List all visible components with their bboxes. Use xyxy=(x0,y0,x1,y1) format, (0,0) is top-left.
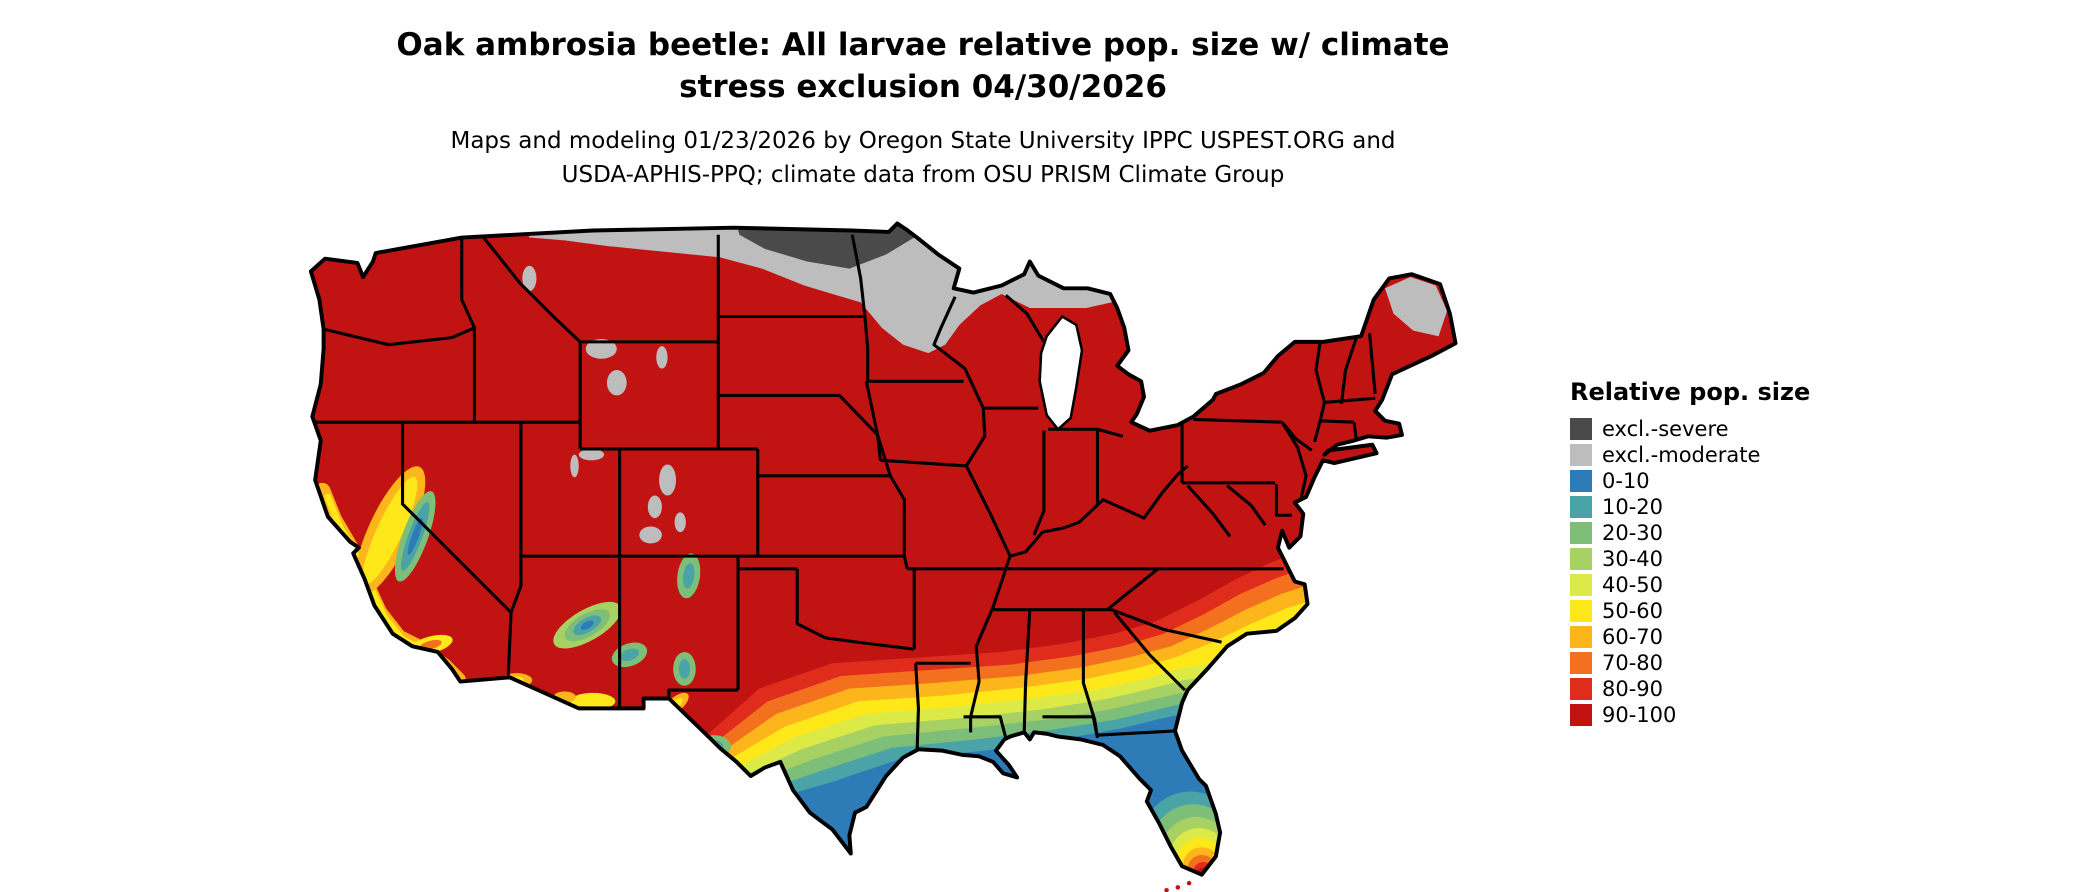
state-borders xyxy=(310,233,1377,753)
patch xyxy=(674,512,686,533)
legend-item: 10-20 xyxy=(1570,496,1810,518)
legend-swatch xyxy=(1570,652,1592,674)
patch xyxy=(620,648,639,662)
patch xyxy=(580,620,594,630)
rockies-exclusion-patches xyxy=(522,265,686,544)
legend-swatch xyxy=(1570,548,1592,570)
legend-swatch xyxy=(1570,496,1592,518)
legend-item-label: 90-100 xyxy=(1602,703,1677,727)
legend-swatch xyxy=(1570,678,1592,700)
subtitle: Maps and modeling 01/23/2026 by Oregon S… xyxy=(0,124,1846,192)
legend-item-label: 30-40 xyxy=(1602,547,1664,571)
legend-item-label: 40-50 xyxy=(1602,573,1664,597)
title-line-1: Oak ambrosia beetle: All larvae relative… xyxy=(396,27,1450,63)
legend-swatch xyxy=(1570,626,1592,648)
legend-item: excl.-severe xyxy=(1570,418,1810,440)
legend-item-label: excl.-moderate xyxy=(1602,443,1761,467)
patch xyxy=(678,659,691,679)
legend-items: excl.-severe excl.-moderate 0-10 10-20 20-30… xyxy=(1570,418,1810,726)
legend-item-label: 70-80 xyxy=(1602,651,1664,675)
legend-item-label: 10-20 xyxy=(1602,495,1664,519)
patch xyxy=(585,339,617,359)
legend-item: 90-100 xyxy=(1570,704,1810,726)
legend-title: Relative pop. size xyxy=(1570,378,1811,406)
sangre-de-cristo xyxy=(677,553,701,599)
legend-item: 50-60 xyxy=(1570,600,1810,622)
patch xyxy=(682,563,695,589)
lake-michigan xyxy=(1038,314,1084,432)
legend: Relative pop. size excl.-severe excl.-mod… xyxy=(1570,378,1810,730)
subtitle-line-2: USDA-APHIS-PPQ; climate data from OSU PR… xyxy=(561,162,1285,188)
subtitle-line-1: Maps and modeling 01/23/2026 by Oregon S… xyxy=(450,128,1396,154)
legend-item: 40-50 xyxy=(1570,574,1810,596)
key-islet xyxy=(1186,880,1192,886)
legend-item-label: 50-60 xyxy=(1602,599,1664,623)
title-line-2: stress exclusion 04/30/2026 xyxy=(679,69,1167,105)
legend-item: 30-40 xyxy=(1570,548,1810,570)
legend-item-label: 80-90 xyxy=(1602,677,1664,701)
legend-item-label: 0-10 xyxy=(1602,469,1650,493)
patch xyxy=(522,265,537,292)
legend-item: 0-10 xyxy=(1570,470,1810,492)
legend-swatch xyxy=(1570,522,1592,544)
patch xyxy=(656,346,668,369)
legend-item: 70-80 xyxy=(1570,652,1810,674)
us-outline xyxy=(308,221,1458,877)
legend-item-label: 60-70 xyxy=(1602,625,1664,649)
legend-item: excl.-moderate xyxy=(1570,444,1810,466)
legend-swatch xyxy=(1570,444,1592,466)
patch xyxy=(639,526,662,544)
key-islet xyxy=(1164,887,1169,892)
patch xyxy=(407,517,423,555)
florida-keys xyxy=(1164,880,1192,892)
page-title: Oak ambrosia beetle: All larvae relative… xyxy=(0,24,1846,108)
sacramento-mountains xyxy=(673,651,696,686)
patch xyxy=(659,464,677,496)
region-excl-moderate-maine xyxy=(1385,277,1448,337)
legend-item: 80-90 xyxy=(1570,678,1810,700)
patch xyxy=(570,454,579,478)
legend-swatch xyxy=(1570,704,1592,726)
patch xyxy=(578,448,605,461)
legend-item-label: excl.-severe xyxy=(1602,417,1729,441)
legend-item: 60-70 xyxy=(1570,626,1810,648)
legend-item-label: 20-30 xyxy=(1602,521,1664,545)
us-choropleth-map xyxy=(308,221,1458,892)
map-fill-layers xyxy=(310,223,1456,875)
legend-swatch xyxy=(1570,574,1592,596)
patch xyxy=(606,370,627,396)
legend-swatch xyxy=(1570,418,1592,440)
key-islet xyxy=(1175,885,1181,890)
legend-swatch xyxy=(1570,600,1592,622)
legend-swatch xyxy=(1570,470,1592,492)
sierra-nevada xyxy=(394,491,436,582)
legend-item: 20-30 xyxy=(1570,522,1810,544)
south-florida-bullseye xyxy=(1141,791,1240,875)
border-lowlands-patch xyxy=(570,692,616,710)
mogollon-rim xyxy=(553,601,622,649)
patch xyxy=(647,495,662,519)
